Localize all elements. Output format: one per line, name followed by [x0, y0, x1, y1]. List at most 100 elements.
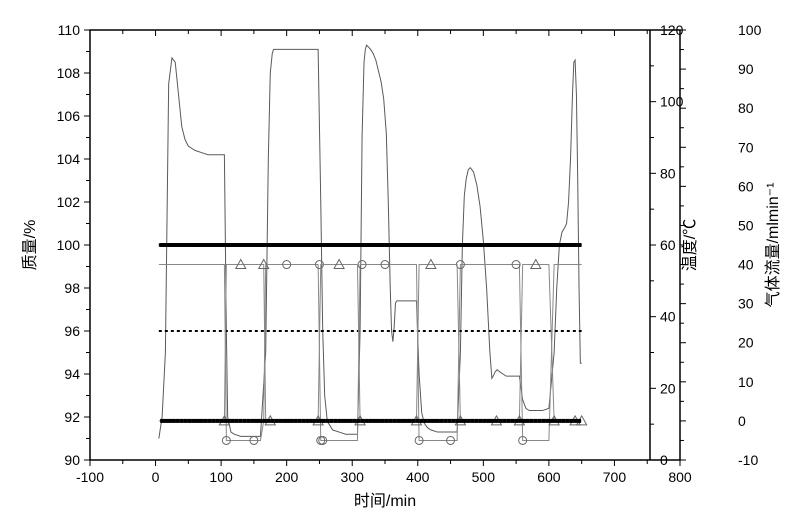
marker-square	[455, 243, 459, 247]
marker-square	[282, 243, 286, 247]
marker-square	[471, 243, 475, 247]
marker-square	[424, 243, 428, 247]
marker-triangle	[531, 260, 541, 269]
marker-square	[357, 419, 361, 423]
marker-square	[270, 419, 274, 423]
marker-square	[475, 419, 479, 423]
marker-square	[408, 243, 412, 247]
marker-square	[491, 419, 495, 423]
marker-square	[435, 419, 439, 423]
marker-square	[357, 243, 361, 247]
svg-text:102: 102	[57, 194, 81, 210]
marker-square	[483, 419, 487, 423]
marker-square	[447, 243, 451, 247]
marker-square	[223, 419, 227, 423]
marker-square	[294, 419, 298, 423]
marker-triangle	[236, 260, 246, 269]
marker-triangle	[334, 260, 344, 269]
marker-square	[262, 419, 266, 423]
marker-square	[266, 419, 270, 423]
marker-square	[211, 419, 215, 423]
marker-square	[384, 419, 388, 423]
marker-square	[396, 419, 400, 423]
marker-square	[526, 419, 530, 423]
marker-square	[341, 419, 345, 423]
marker-square	[384, 243, 388, 247]
svg-text:96: 96	[64, 323, 80, 339]
marker-square	[573, 243, 577, 247]
marker-square	[314, 243, 318, 247]
marker-square	[255, 243, 259, 247]
marker-square	[317, 243, 321, 247]
marker-square	[207, 419, 211, 423]
marker-square	[286, 419, 290, 423]
svg-text:30: 30	[738, 296, 754, 312]
series-mass	[159, 45, 582, 438]
marker-square	[341, 243, 345, 247]
svg-text:500: 500	[472, 469, 496, 485]
marker-square	[404, 243, 408, 247]
marker-square	[506, 419, 510, 423]
marker-square	[160, 419, 164, 423]
marker-square	[278, 419, 282, 423]
marker-square	[514, 243, 518, 247]
marker-square	[227, 243, 231, 247]
marker-square	[491, 243, 495, 247]
marker-square	[498, 243, 502, 247]
marker-square	[278, 243, 282, 247]
marker-square	[487, 243, 491, 247]
marker-square	[258, 419, 262, 423]
marker-square	[353, 419, 357, 423]
marker-square	[310, 243, 314, 247]
svg-text:106: 106	[57, 108, 81, 124]
marker-square	[164, 419, 168, 423]
marker-square	[199, 419, 203, 423]
marker-square	[274, 419, 278, 423]
svg-text:0: 0	[660, 452, 668, 468]
marker-square	[192, 419, 196, 423]
svg-text:94: 94	[64, 366, 80, 382]
marker-square	[302, 419, 306, 423]
marker-square	[365, 243, 369, 247]
marker-square	[416, 243, 420, 247]
marker-square	[306, 419, 310, 423]
svg-text:100: 100	[57, 237, 81, 253]
marker-square	[255, 419, 259, 423]
marker-square	[180, 419, 184, 423]
marker-square	[235, 419, 239, 423]
marker-square	[561, 243, 565, 247]
marker-square	[443, 419, 447, 423]
marker-square	[376, 419, 380, 423]
marker-square	[459, 419, 463, 423]
marker-square	[380, 419, 384, 423]
svg-text:10: 10	[738, 374, 754, 390]
svg-text:100: 100	[209, 469, 233, 485]
marker-square	[538, 243, 542, 247]
svg-text:90: 90	[738, 61, 754, 77]
marker-square	[502, 419, 506, 423]
marker-square	[408, 419, 412, 423]
svg-text:98: 98	[64, 280, 80, 296]
series-gas-bottom	[159, 265, 582, 421]
marker-square	[443, 243, 447, 247]
marker-square	[561, 419, 565, 423]
marker-square	[447, 419, 451, 423]
marker-square	[247, 419, 251, 423]
marker-square	[369, 419, 373, 423]
marker-square	[314, 419, 318, 423]
series-gas-top	[159, 265, 582, 441]
marker-square	[373, 243, 377, 247]
marker-square	[439, 419, 443, 423]
svg-text:-100: -100	[76, 469, 104, 485]
marker-square	[388, 419, 392, 423]
svg-text:时间/min: 时间/min	[354, 492, 416, 510]
marker-square	[258, 243, 262, 247]
marker-square	[294, 243, 298, 247]
marker-square	[506, 243, 510, 247]
marker-square	[168, 419, 172, 423]
marker-square	[451, 243, 455, 247]
svg-text:质量/%: 质量/%	[21, 220, 39, 271]
marker-square	[199, 243, 203, 247]
marker-square	[353, 243, 357, 247]
svg-text:400: 400	[406, 469, 430, 485]
